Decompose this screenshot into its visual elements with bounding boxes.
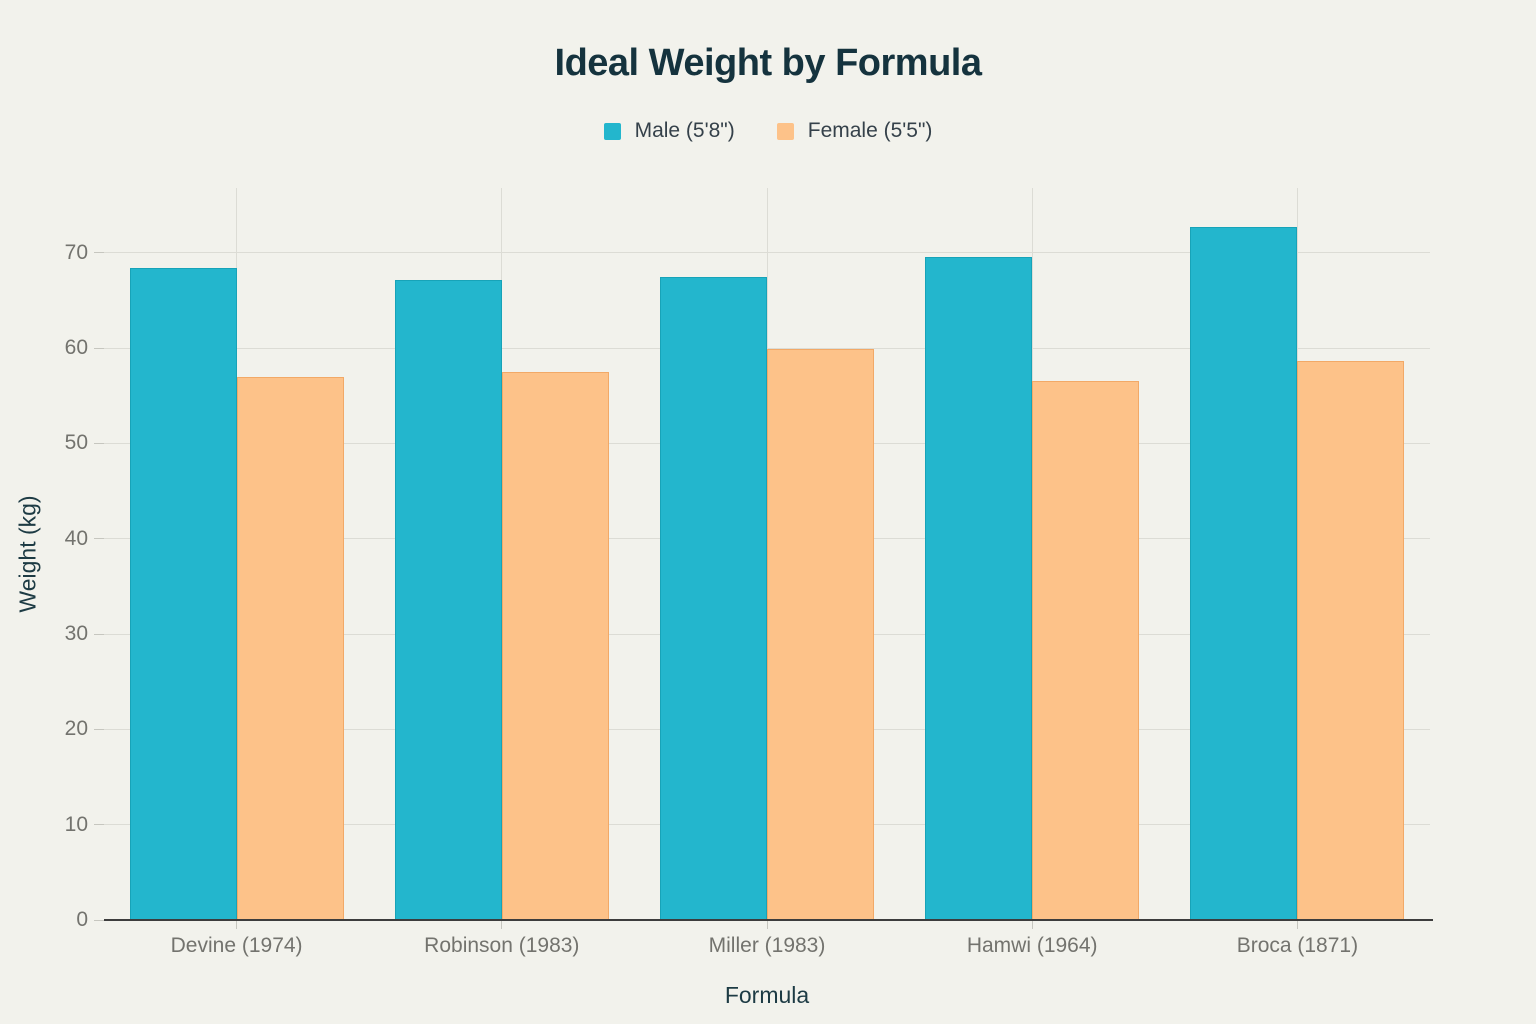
x-axis-title: Formula <box>724 982 810 1008</box>
y-tick <box>94 252 104 254</box>
chart-title: Ideal Weight by Formula <box>554 42 982 84</box>
legend: Male (5'8") Female (5'5") <box>0 119 1536 143</box>
legend-swatch-male-icon <box>603 122 621 140</box>
x-tick <box>1031 921 1033 929</box>
legend-swatch-female-icon <box>776 122 794 140</box>
bar-female <box>1032 381 1140 920</box>
x-axis-line <box>104 919 1433 921</box>
legend-item-male[interactable]: Male (5'8") <box>603 119 735 143</box>
x-tick-label: Hamwi (1964) <box>966 934 1098 957</box>
x-tick <box>236 921 238 929</box>
bar-male <box>394 279 502 920</box>
x-tick-label: Broca (1871) <box>1236 934 1359 957</box>
y-tick-label: 40 <box>64 526 88 550</box>
y-tick <box>94 919 104 921</box>
y-tick <box>94 538 104 540</box>
bar-female <box>1297 361 1405 920</box>
x-tick-label: Robinson (1983) <box>424 934 580 957</box>
legend-label-female: Female (5'5") <box>807 119 933 142</box>
plot-area: 0 10 20 30 40 50 60 70 Devine (1974) Robinson (19… <box>65 188 1433 957</box>
bar-male <box>1190 227 1298 920</box>
y-tick-label: 30 <box>64 622 88 646</box>
bar-male <box>129 268 237 920</box>
x-tick <box>501 921 503 929</box>
y-tick-label: 20 <box>64 717 88 741</box>
h-gridline <box>104 347 1430 349</box>
bar-male <box>925 256 1033 920</box>
bar-female <box>767 349 874 920</box>
x-tick <box>1296 921 1298 929</box>
x-tick <box>766 921 768 929</box>
legend-label-male: Male (5'8") <box>634 119 735 142</box>
y-tick <box>94 633 104 635</box>
y-tick-label: 60 <box>64 336 88 360</box>
legend-item-female[interactable]: Female (5'5") <box>776 119 933 143</box>
bar-male <box>660 276 767 920</box>
y-tick <box>94 824 104 826</box>
y-tick-label: 50 <box>64 431 88 455</box>
y-tick <box>94 442 104 444</box>
x-tick-label: Miller (1983) <box>708 934 826 957</box>
x-tick-label: Devine (1974) <box>170 934 303 957</box>
bar-female <box>501 371 609 920</box>
y-tick <box>94 728 104 730</box>
y-tick-label: 70 <box>64 240 88 264</box>
bar-female <box>236 376 344 920</box>
y-tick-label: 10 <box>64 812 88 836</box>
h-gridline <box>104 252 1430 254</box>
y-axis-title: Weight (kg) <box>14 495 41 613</box>
y-tick-label: 0 <box>76 908 88 931</box>
y-tick <box>94 347 104 349</box>
